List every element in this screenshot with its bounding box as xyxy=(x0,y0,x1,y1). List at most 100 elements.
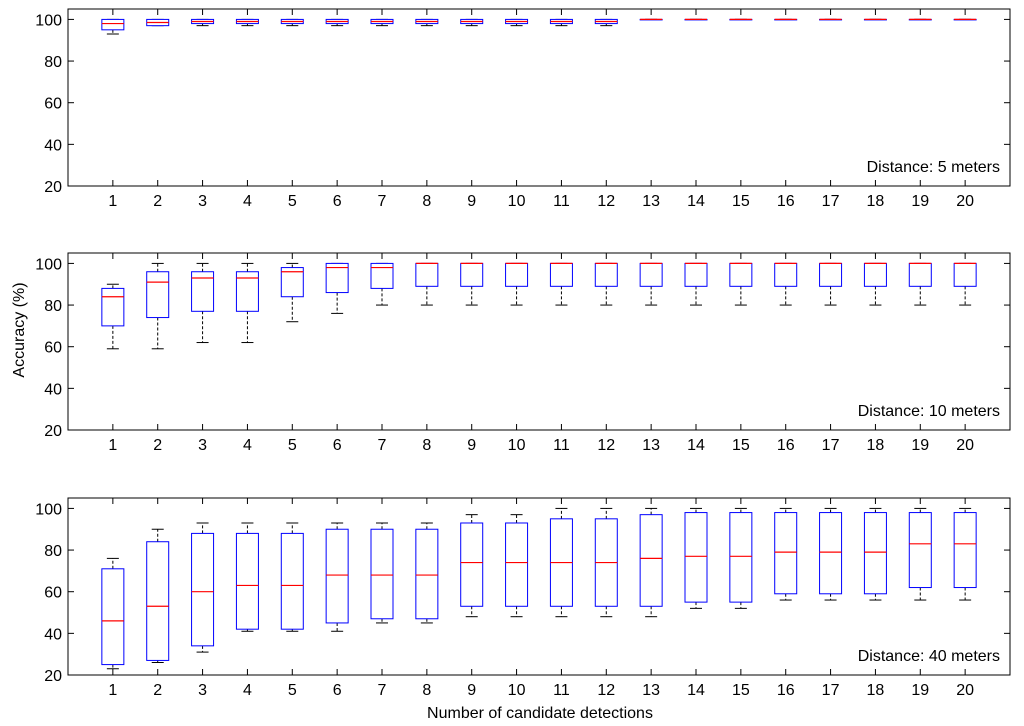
x-tick-label: 2 xyxy=(153,437,162,454)
iqr-box xyxy=(280,267,304,298)
x-tick-label: 18 xyxy=(867,437,885,454)
box-18 xyxy=(863,18,887,21)
y-tick-label: 20 xyxy=(44,179,62,196)
box-15 xyxy=(729,18,753,21)
x-tick-label: 12 xyxy=(597,193,615,210)
box-14 xyxy=(684,18,708,21)
x-tick-label: 4 xyxy=(243,193,252,210)
x-tick-label: 6 xyxy=(333,682,342,699)
box-13 xyxy=(639,507,663,618)
box-17 xyxy=(819,262,843,306)
box-18 xyxy=(863,507,887,601)
box-7 xyxy=(370,262,394,306)
box-16 xyxy=(774,507,798,601)
iqr-box xyxy=(863,262,887,287)
iqr-box xyxy=(549,262,573,287)
box-16 xyxy=(774,18,798,21)
x-tick-label: 14 xyxy=(687,682,705,699)
distance-annotation: Distance: 5 meters xyxy=(867,159,1000,176)
x-tick-label: 18 xyxy=(867,682,885,699)
iqr-box xyxy=(191,532,215,647)
box-15 xyxy=(729,262,753,306)
y-tick-label: 40 xyxy=(44,626,62,643)
iqr-box xyxy=(953,262,977,287)
y-tick-label: 60 xyxy=(44,96,62,113)
x-tick-label: 6 xyxy=(333,437,342,454)
x-tick-label: 20 xyxy=(956,682,974,699)
box-7 xyxy=(370,522,394,624)
x-tick-label: 15 xyxy=(732,437,750,454)
box-8 xyxy=(415,262,439,306)
box-1 xyxy=(101,557,125,670)
x-tick-label: 17 xyxy=(822,682,840,699)
x-tick-label: 11 xyxy=(553,437,570,454)
iqr-box xyxy=(280,532,304,630)
iqr-box xyxy=(729,512,753,603)
x-tick-label: 5 xyxy=(288,193,297,210)
box-9 xyxy=(460,514,484,618)
y-tick-label: 40 xyxy=(44,381,62,398)
x-tick-label: 11 xyxy=(553,682,570,699)
iqr-box xyxy=(235,271,259,312)
box-19 xyxy=(908,262,932,306)
iqr-box xyxy=(684,512,708,603)
box-8 xyxy=(415,18,439,27)
y-tick-label: 40 xyxy=(44,137,62,154)
box-2 xyxy=(146,262,170,350)
iqr-box xyxy=(370,262,394,289)
x-tick-label: 12 xyxy=(597,437,615,454)
box-1 xyxy=(101,18,125,35)
iqr-box xyxy=(146,541,170,661)
box-1 xyxy=(101,283,125,350)
x-tick-label: 18 xyxy=(867,193,885,210)
box-11 xyxy=(549,262,573,306)
iqr-box xyxy=(235,532,259,630)
x-tick-label: 20 xyxy=(956,437,974,454)
box-10 xyxy=(505,514,529,618)
y-tick-label: 20 xyxy=(44,423,62,440)
y-tick-label: 100 xyxy=(35,501,62,518)
x-tick-label: 15 xyxy=(732,193,750,210)
x-tick-label: 3 xyxy=(198,193,207,210)
x-tick-label: 8 xyxy=(422,437,431,454)
box-3 xyxy=(191,522,215,653)
iqr-box xyxy=(460,262,484,287)
box-5 xyxy=(280,18,304,27)
x-tick-label: 20 xyxy=(956,193,974,210)
x-tick-label: 11 xyxy=(553,193,570,210)
box-16 xyxy=(774,262,798,306)
x-tick-label: 3 xyxy=(198,682,207,699)
iqr-box xyxy=(953,512,977,589)
iqr-box xyxy=(639,262,663,287)
iqr-box xyxy=(415,262,439,287)
box-11 xyxy=(549,18,573,27)
x-tick-label: 9 xyxy=(467,193,476,210)
box-13 xyxy=(639,18,663,21)
box-6 xyxy=(325,18,349,27)
box-19 xyxy=(908,507,932,601)
x-tick-label: 17 xyxy=(822,193,840,210)
x-tick-label: 1 xyxy=(108,437,117,454)
y-tick-label: 80 xyxy=(44,298,62,315)
x-tick-label: 15 xyxy=(732,682,750,699)
iqr-box xyxy=(774,262,798,287)
x-tick-label: 14 xyxy=(687,437,705,454)
x-tick-label: 7 xyxy=(378,437,387,454)
box-2 xyxy=(146,528,170,664)
x-tick-label: 19 xyxy=(911,437,929,454)
box-4 xyxy=(235,18,259,27)
x-tick-label: 13 xyxy=(642,682,660,699)
box-20 xyxy=(953,507,977,601)
x-tick-label: 1 xyxy=(108,193,117,210)
x-tick-label: 10 xyxy=(508,437,526,454)
x-tick-label: 8 xyxy=(422,682,431,699)
box-5 xyxy=(280,522,304,632)
x-tick-label: 7 xyxy=(378,682,387,699)
x-axis-label: Number of candidate detections xyxy=(427,705,653,722)
x-tick-label: 13 xyxy=(642,193,660,210)
box-13 xyxy=(639,262,663,306)
